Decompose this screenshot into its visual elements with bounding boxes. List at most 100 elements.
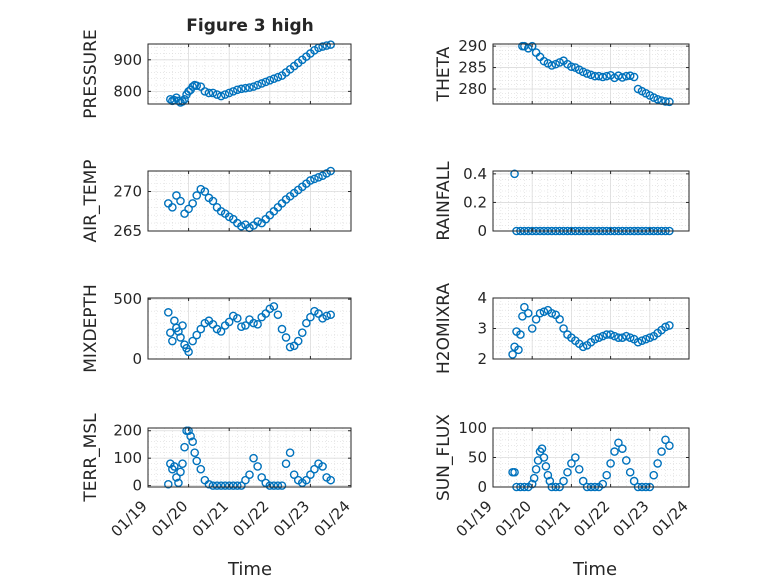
data-point bbox=[265, 76, 275, 85]
data-point bbox=[184, 204, 193, 214]
data-point bbox=[598, 331, 608, 341]
data-point bbox=[228, 87, 238, 96]
data-point bbox=[629, 476, 639, 486]
data-point bbox=[590, 334, 600, 344]
data-point bbox=[618, 444, 627, 453]
data-point bbox=[510, 467, 519, 477]
data-point bbox=[204, 479, 214, 489]
y-tick-label: 0 bbox=[132, 350, 142, 368]
y-tick-label: 4 bbox=[477, 289, 487, 307]
data-point bbox=[541, 462, 551, 471]
data-point bbox=[567, 62, 576, 72]
data-point bbox=[249, 318, 258, 328]
data-point bbox=[285, 342, 295, 352]
data-point bbox=[233, 85, 242, 95]
data-point bbox=[224, 88, 234, 98]
data-point bbox=[661, 97, 670, 106]
data-point bbox=[318, 462, 327, 471]
data-point bbox=[665, 321, 674, 330]
data-point bbox=[547, 308, 557, 318]
subplot-mixdepth: 0 500 MIXDEPTH bbox=[81, 284, 352, 373]
data-point bbox=[208, 481, 218, 490]
y-tick-label: 900 bbox=[113, 51, 142, 69]
y-tick-label: 800 bbox=[113, 82, 142, 100]
data-point bbox=[166, 94, 175, 104]
data-point bbox=[180, 442, 189, 452]
data-point bbox=[212, 481, 222, 490]
data-point bbox=[220, 90, 230, 99]
data-point bbox=[253, 320, 262, 329]
y-axis-label: MIXDEPTH bbox=[81, 284, 101, 373]
data-point bbox=[237, 481, 246, 490]
data-point bbox=[645, 333, 655, 342]
data-point bbox=[555, 315, 564, 324]
data-point bbox=[539, 307, 549, 317]
x-tick-label: 01/24 bbox=[311, 497, 354, 540]
y-axis-label: SUN_FLUX bbox=[434, 414, 454, 501]
data-point bbox=[578, 476, 588, 486]
data-point bbox=[261, 77, 271, 87]
x-tick-label: 01/20 bbox=[148, 497, 191, 540]
y-tick-label: 50 bbox=[468, 449, 487, 467]
data-point bbox=[176, 196, 185, 206]
data-point bbox=[172, 191, 181, 200]
data-point bbox=[326, 310, 336, 320]
data-point bbox=[208, 196, 218, 206]
x-tick-label: 01/20 bbox=[492, 497, 535, 540]
data-point bbox=[621, 331, 631, 341]
axes-box bbox=[147, 170, 352, 232]
y-tick-label: 3 bbox=[477, 320, 487, 338]
data-point bbox=[178, 321, 187, 330]
data-point bbox=[196, 324, 206, 334]
x-tick-label: 01/22 bbox=[229, 497, 272, 540]
data-point bbox=[618, 73, 627, 82]
data-point bbox=[649, 470, 659, 480]
y-axis-label: RAINFALL bbox=[434, 161, 454, 241]
x-tick-label: 01/19 bbox=[453, 497, 496, 540]
axes-box bbox=[147, 43, 352, 105]
data-point bbox=[306, 470, 315, 479]
x-tick-label: 01/21 bbox=[189, 497, 232, 540]
y-tick-label: 0 bbox=[477, 478, 487, 496]
data-point bbox=[241, 475, 250, 485]
data-point bbox=[281, 459, 291, 468]
data-point bbox=[178, 459, 187, 468]
data-point bbox=[233, 314, 242, 323]
data-point bbox=[249, 453, 258, 463]
data-point bbox=[578, 67, 588, 77]
y-tick-label: 0 bbox=[477, 222, 487, 240]
data-point bbox=[625, 467, 635, 477]
x-tick-label: 01/22 bbox=[570, 497, 613, 540]
data-point bbox=[224, 481, 234, 490]
xlabel-left: Time bbox=[227, 559, 272, 580]
data-point bbox=[310, 174, 319, 184]
data-point bbox=[625, 333, 635, 342]
data-point bbox=[253, 217, 262, 226]
data-point bbox=[571, 453, 580, 462]
data-point bbox=[176, 333, 185, 342]
data-point bbox=[253, 80, 262, 90]
data-point bbox=[661, 435, 670, 445]
data-point bbox=[545, 476, 555, 486]
data-point bbox=[237, 221, 246, 231]
data-point bbox=[192, 330, 202, 340]
data-point bbox=[516, 330, 525, 339]
data-point bbox=[314, 173, 323, 182]
data-point bbox=[245, 470, 254, 479]
data-point bbox=[170, 462, 179, 471]
data-point bbox=[508, 350, 517, 359]
subplot-h2omixra: 2 3 4 H2OMIXRA bbox=[434, 283, 690, 374]
data-point bbox=[551, 59, 561, 69]
data-point bbox=[543, 470, 553, 480]
data-point bbox=[176, 467, 185, 477]
axes-box bbox=[147, 427, 352, 488]
data-point bbox=[590, 71, 600, 81]
data-point bbox=[598, 479, 608, 489]
data-point bbox=[306, 176, 315, 185]
y-tick-label: 200 bbox=[113, 422, 142, 440]
x-tick-label: 01/24 bbox=[649, 497, 692, 540]
data-point bbox=[285, 448, 295, 457]
y-tick-label: 0.4 bbox=[463, 165, 487, 183]
data-point bbox=[277, 324, 287, 334]
